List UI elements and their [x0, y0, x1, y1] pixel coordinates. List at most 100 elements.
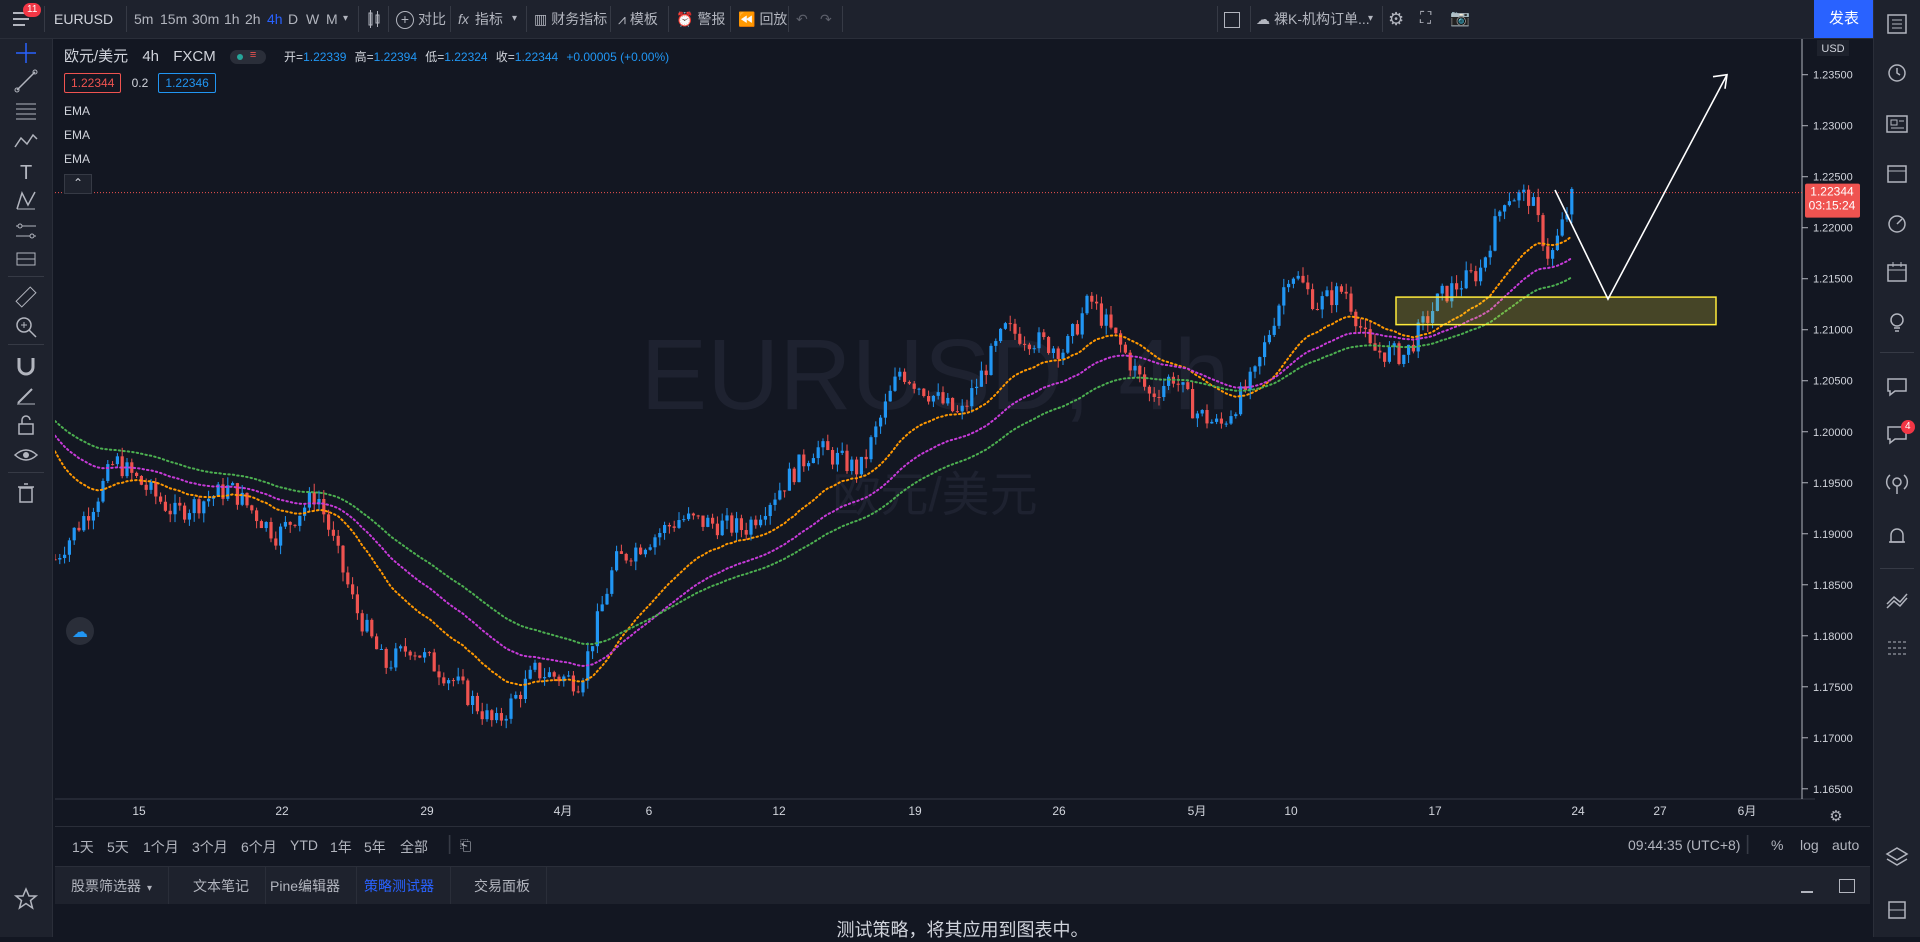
- chevron-down-icon[interactable]: ▾: [1368, 13, 1374, 24]
- clock-display[interactable]: 09:44:35 (UTC+8): [1628, 837, 1741, 853]
- indicators-button[interactable]: fx 指标: [458, 0, 503, 38]
- buy-button[interactable]: 1.22346: [158, 73, 216, 93]
- candle-body: [216, 484, 220, 497]
- range-1m[interactable]: 1个月: [143, 839, 179, 855]
- legend-title[interactable]: 欧元/美元: [64, 48, 129, 65]
- tab-interval-5m[interactable]: 5m: [134, 11, 154, 27]
- currency-box[interactable]: [1817, 40, 1849, 56]
- prediction-icon[interactable]: [12, 217, 40, 245]
- percent-scale-toggle[interactable]: %: [1771, 837, 1784, 853]
- tab-stock-screener[interactable]: 股票筛选器 ▾: [55, 867, 170, 905]
- dom-icon[interactable]: [1883, 634, 1911, 662]
- cloud-button[interactable]: [66, 617, 94, 645]
- tab-interval-1h[interactable]: 1h: [224, 11, 240, 27]
- publish-button[interactable]: 发表: [1814, 0, 1874, 38]
- log-scale-toggle[interactable]: log: [1800, 837, 1819, 853]
- tab-interval-30m[interactable]: 30m: [192, 11, 220, 27]
- range-5d[interactable]: 5天: [107, 839, 129, 855]
- divider: |: [1745, 833, 1751, 855]
- tab-strategy-tester[interactable]: 策略测试器: [348, 867, 451, 905]
- fib-retracement-icon[interactable]: [12, 97, 40, 125]
- camera-icon[interactable]: 📷: [1450, 10, 1470, 27]
- price-chart[interactable]: EURUSD, 4h 欧元/美元 1.235001.230001.225001.…: [55, 39, 1870, 826]
- tab-interval-15m[interactable]: 15m: [160, 11, 188, 27]
- redo-icon[interactable]: ↷: [820, 11, 832, 27]
- tab-trading-panel[interactable]: 交易面板: [458, 867, 547, 905]
- range-all[interactable]: 全部: [400, 839, 428, 855]
- auto-scale-toggle[interactable]: auto: [1832, 837, 1860, 853]
- calendar-icon[interactable]: [1883, 258, 1911, 286]
- candle-body: [178, 502, 182, 506]
- range-5y[interactable]: 5年: [364, 839, 386, 855]
- compare-button[interactable]: + 对比: [396, 0, 446, 38]
- layers-icon[interactable]: [1883, 844, 1911, 872]
- news-icon[interactable]: [1883, 110, 1911, 138]
- crosshair-icon[interactable]: [12, 39, 40, 67]
- gear-icon[interactable]: ⚙: [1388, 9, 1405, 29]
- price-axis[interactable]: 1.23500 1.23000 1.22500 1.22000 1.21500 1.210…: [1802, 70, 1853, 796]
- indicator-ema-2[interactable]: EMA: [64, 128, 91, 142]
- star-icon[interactable]: [12, 885, 40, 913]
- chevron-down-icon[interactable]: ▾: [512, 13, 518, 24]
- zoom-in-icon[interactable]: [12, 313, 40, 341]
- pencil-lock-icon[interactable]: [12, 381, 40, 409]
- settings-gear[interactable]: ⚙: [1829, 808, 1842, 825]
- alarm-clock-icon[interactable]: [1883, 58, 1911, 86]
- tab-interval-m[interactable]: M: [326, 11, 338, 27]
- indicator-ema-1[interactable]: EMA: [64, 104, 91, 118]
- bell-icon[interactable]: [1883, 522, 1911, 550]
- icons-tool-icon[interactable]: [12, 245, 40, 273]
- time-axis[interactable]: 15 22 29 4月 6 12 19 26 5月 10 17 24 27 6月: [132, 804, 1756, 818]
- maximize-icon[interactable]: [1839, 879, 1855, 893]
- lock-icon[interactable]: [12, 411, 40, 439]
- layout-name-button[interactable]: ☁ 裸K-机构订单...: [1256, 0, 1370, 38]
- trend-line-icon[interactable]: [12, 67, 40, 95]
- magnet-icon[interactable]: [12, 351, 40, 379]
- menu-button[interactable]: [10, 0, 40, 38]
- support-zone-rectangle[interactable]: [1395, 296, 1717, 326]
- pattern-icon[interactable]: [12, 127, 40, 155]
- watchlist-icon[interactable]: [1883, 10, 1911, 38]
- layout-toggle-button[interactable]: [1224, 0, 1240, 38]
- trading-icon[interactable]: [1883, 586, 1911, 614]
- idea-bulb-icon[interactable]: [1883, 308, 1911, 336]
- xabcd-pattern-icon[interactable]: [12, 187, 40, 215]
- indicator-ema-3[interactable]: EMA: [64, 152, 91, 166]
- sell-button[interactable]: 1.22344: [64, 73, 122, 93]
- range-6m[interactable]: 6个月: [241, 839, 277, 855]
- tab-interval-2h[interactable]: 2h: [245, 11, 261, 27]
- data-window-icon[interactable]: [1883, 160, 1911, 188]
- range-ytd[interactable]: YTD: [290, 837, 318, 853]
- range-1y[interactable]: 1年: [330, 839, 352, 855]
- tab-text-notes[interactable]: 文本笔记: [177, 867, 266, 905]
- help-icon[interactable]: [1883, 896, 1911, 924]
- chat-icon[interactable]: [1883, 372, 1911, 400]
- status-badge[interactable]: ≡: [229, 49, 266, 65]
- eye-icon[interactable]: [12, 441, 40, 469]
- hotlist-icon[interactable]: [1883, 210, 1911, 238]
- financials-button[interactable]: ▥ 财务指标: [534, 0, 607, 38]
- ruler-icon[interactable]: [12, 283, 40, 311]
- tab-interval-4h[interactable]: 4h: [267, 11, 283, 27]
- chart-type-button[interactable]: [366, 0, 382, 38]
- streams-icon[interactable]: [1883, 470, 1911, 498]
- range-1d[interactable]: 1天: [72, 839, 94, 855]
- range-3m[interactable]: 3个月: [192, 839, 228, 855]
- replay-button[interactable]: ⏪ 回放: [738, 0, 787, 38]
- projection-arrow[interactable]: [1554, 74, 1728, 301]
- fullscreen-icon[interactable]: ⛶: [1420, 10, 1432, 27]
- tab-interval-d[interactable]: D: [288, 11, 299, 27]
- candle-body: [711, 517, 715, 524]
- undo-icon[interactable]: ↶: [796, 11, 808, 27]
- alert-button[interactable]: ⏰ 警报: [676, 0, 725, 38]
- tab-interval-w[interactable]: W: [306, 11, 320, 27]
- tab-pine-editor[interactable]: Pine编辑器: [254, 867, 358, 905]
- text-tool-icon[interactable]: T: [12, 157, 40, 185]
- symbol-search[interactable]: EURUSD: [54, 11, 114, 27]
- trash-icon[interactable]: [12, 479, 40, 507]
- templates-button[interactable]: ⩘ 模板: [618, 0, 658, 38]
- goto-date-icon[interactable]: ⎗: [460, 837, 472, 853]
- minimize-icon[interactable]: [1801, 891, 1813, 893]
- chevron-down-icon[interactable]: ▾: [343, 13, 349, 24]
- collapse-legend-button[interactable]: ⌃: [64, 174, 92, 194]
